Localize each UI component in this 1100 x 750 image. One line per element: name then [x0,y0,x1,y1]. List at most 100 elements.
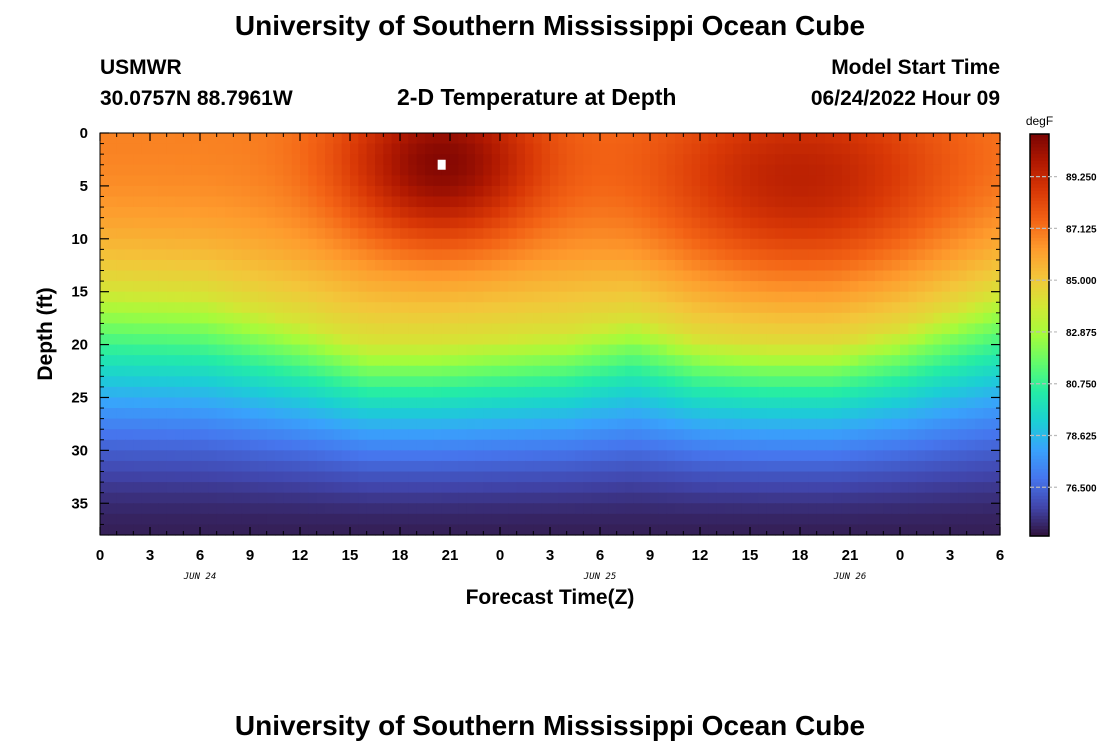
heatmap-cell [333,418,343,430]
heatmap-cell [425,355,434,367]
heatmap-cell [125,270,134,282]
heatmap-cell [325,281,334,293]
heatmap-cell [391,133,401,145]
heatmap-cell [800,143,809,155]
heatmap-cell [458,281,468,293]
heatmap-cell [150,281,159,293]
heatmap-cell [141,503,151,515]
heatmap-cell [575,365,584,377]
heatmap-cell [950,365,959,377]
heatmap-cell [975,196,984,208]
heatmap-cell [716,450,726,462]
heatmap-cell [800,133,809,145]
heatmap-cell [400,228,409,240]
heatmap-cell [258,386,268,399]
heatmap-cell [525,344,534,356]
heatmap-cell [191,355,201,367]
heatmap-cell [483,524,493,536]
heatmap-cell [858,418,868,430]
heatmap-cell [325,312,334,325]
heatmap-cell [775,249,784,261]
heatmap-cell [475,291,484,303]
heatmap-cell [225,344,234,356]
heatmap-cell [858,524,868,536]
heatmap-cell [875,259,884,272]
heatmap-cell [600,323,609,335]
heatmap-cell [450,312,459,325]
heatmap-cell [725,143,734,155]
colorbar-segment [1030,358,1049,363]
heatmap-cell [266,408,276,420]
heatmap-cell [675,450,684,462]
heatmap-cell [908,376,918,388]
heatmap-cell [633,281,643,293]
heatmap-cell [341,259,351,272]
heatmap-cell [950,524,959,536]
heatmap-cell [550,482,559,494]
heatmap-cell [441,312,451,325]
heatmap-cell [783,355,793,367]
heatmap-cell [900,270,909,282]
heatmap-cell [750,524,759,536]
heatmap-cell [316,524,326,536]
heatmap-cell [766,312,776,325]
heatmap-cell [475,207,484,219]
heatmap-cell [541,302,551,314]
heatmap-cell [633,513,643,526]
heatmap-cell [708,175,718,187]
heatmap-cell [591,143,601,155]
heatmap-cell [558,154,568,166]
heatmap-cell [150,207,159,219]
heatmap-cell [358,397,368,409]
heatmap-cell [308,312,318,325]
heatmap-cell [475,355,484,367]
heatmap-cell [266,185,276,198]
heatmap-cell [175,460,184,473]
heatmap-cell [391,334,401,346]
heatmap-cell [216,312,226,325]
heatmap-cell [125,365,134,377]
heatmap-cell [208,376,218,388]
heatmap-cell [758,217,768,229]
heatmap-cell [350,164,359,176]
heatmap-cell [475,259,484,272]
heatmap-cell [141,323,151,335]
heatmap-cell [733,185,743,198]
heatmap-cell [708,291,718,303]
heatmap-cell [333,185,343,198]
heatmap-cell [633,450,643,462]
heatmap-cell [216,355,226,367]
heatmap-cell [966,524,976,536]
heatmap-cell [275,323,284,335]
heatmap-cell [925,397,934,409]
heatmap-cell [291,460,301,473]
heatmap-cell [683,355,693,367]
heatmap-cell [358,238,368,250]
heatmap-cell [658,334,668,346]
heatmap-cell [991,281,1001,293]
heatmap-cell [108,355,118,367]
heatmap-cell [325,386,334,399]
heatmap-cell [100,312,109,325]
heatmap-cell [116,471,126,483]
heatmap-cell [400,154,409,166]
heatmap-cell [783,503,793,515]
heatmap-cell [225,503,234,515]
heatmap-cell [425,164,434,176]
heatmap-cell [783,270,793,282]
heatmap-cell [391,418,401,430]
heatmap-cell [100,355,109,367]
heatmap-cell [891,164,901,176]
heatmap-cell [858,397,868,409]
heatmap-cell [891,133,901,145]
heatmap-cell [241,291,251,303]
heatmap-cell [191,196,201,208]
heatmap-cell [666,503,676,515]
heatmap-cell [666,259,676,272]
heatmap-cell [383,492,393,504]
heatmap-cell [525,270,534,282]
heatmap-cell [341,418,351,430]
heatmap-cell [950,397,959,409]
heatmap-cell [141,238,151,250]
heatmap-cell [900,217,909,229]
